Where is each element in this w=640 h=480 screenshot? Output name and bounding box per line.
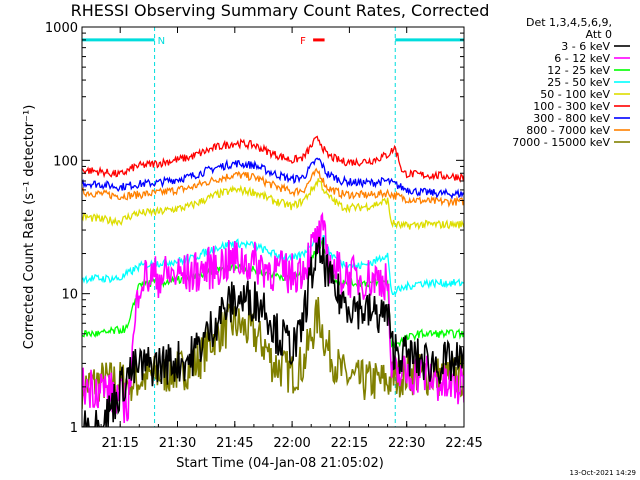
x-tick-label-1: 21:30 (159, 436, 196, 451)
series-line-5 (82, 135, 464, 183)
x-tick-label-5: 22:30 (388, 436, 425, 451)
legend-label-3: 25 - 50 keV (547, 76, 610, 89)
x-axis-label: Start Time (04-Jan-08 21:05:02) (176, 456, 384, 471)
x-tick-label-3: 22:00 (273, 436, 310, 451)
legend-label-4: 50 - 100 keV (540, 88, 610, 101)
series-line-2 (82, 240, 464, 349)
flag-label-N: N (158, 36, 165, 47)
x-axis: 21:15 21:30 21:45 22:00 22:15 22:30 22:45 (81, 27, 483, 451)
legend-label-6: 300 - 800 keV (533, 112, 610, 125)
x-tick-label-0: 21:15 (101, 436, 138, 451)
legend-label-7: 800 - 7000 keV (526, 124, 610, 137)
y-axis: 1 10 100 1000 (45, 21, 464, 436)
legend-label-1: 6 - 12 keV (554, 52, 610, 65)
series-line-1 (82, 211, 464, 424)
legend-header-1: Att 0 (586, 28, 612, 41)
series-line-0 (82, 236, 464, 427)
series-line-8 (82, 296, 464, 409)
flag-label-F: F (300, 36, 306, 47)
x-tick-label-2: 21:45 (216, 436, 253, 451)
x-tick-label-6: 22:45 (445, 436, 482, 451)
y-tick-label-0: 1 (70, 421, 78, 436)
legend-header-0: Det 1,3,4,5,6,9, (526, 16, 612, 29)
x-tick-label-4: 22:15 (331, 436, 368, 451)
legend-label-2: 12 - 25 keV (547, 64, 610, 77)
legend-label-0: 3 - 6 keV (561, 40, 610, 53)
footer-date: 13-Oct-2021 14:29 (570, 469, 636, 477)
legend-label-5: 100 - 300 keV (533, 100, 610, 113)
legend-label-8: 7000 - 15000 keV (512, 136, 610, 149)
y-tick-label-3: 1000 (45, 21, 78, 36)
series-line-6 (82, 157, 464, 200)
series-line-7 (82, 167, 464, 208)
chart-title: RHESSI Observing Summary Count Rates, Co… (71, 1, 490, 20)
y-tick-label-2: 100 (53, 154, 78, 169)
series-line-4 (82, 178, 464, 231)
y-axis-label: Corrected Count Rate (s⁻¹ detector⁻¹) (22, 105, 37, 350)
y-tick-label-1: 10 (61, 288, 78, 303)
